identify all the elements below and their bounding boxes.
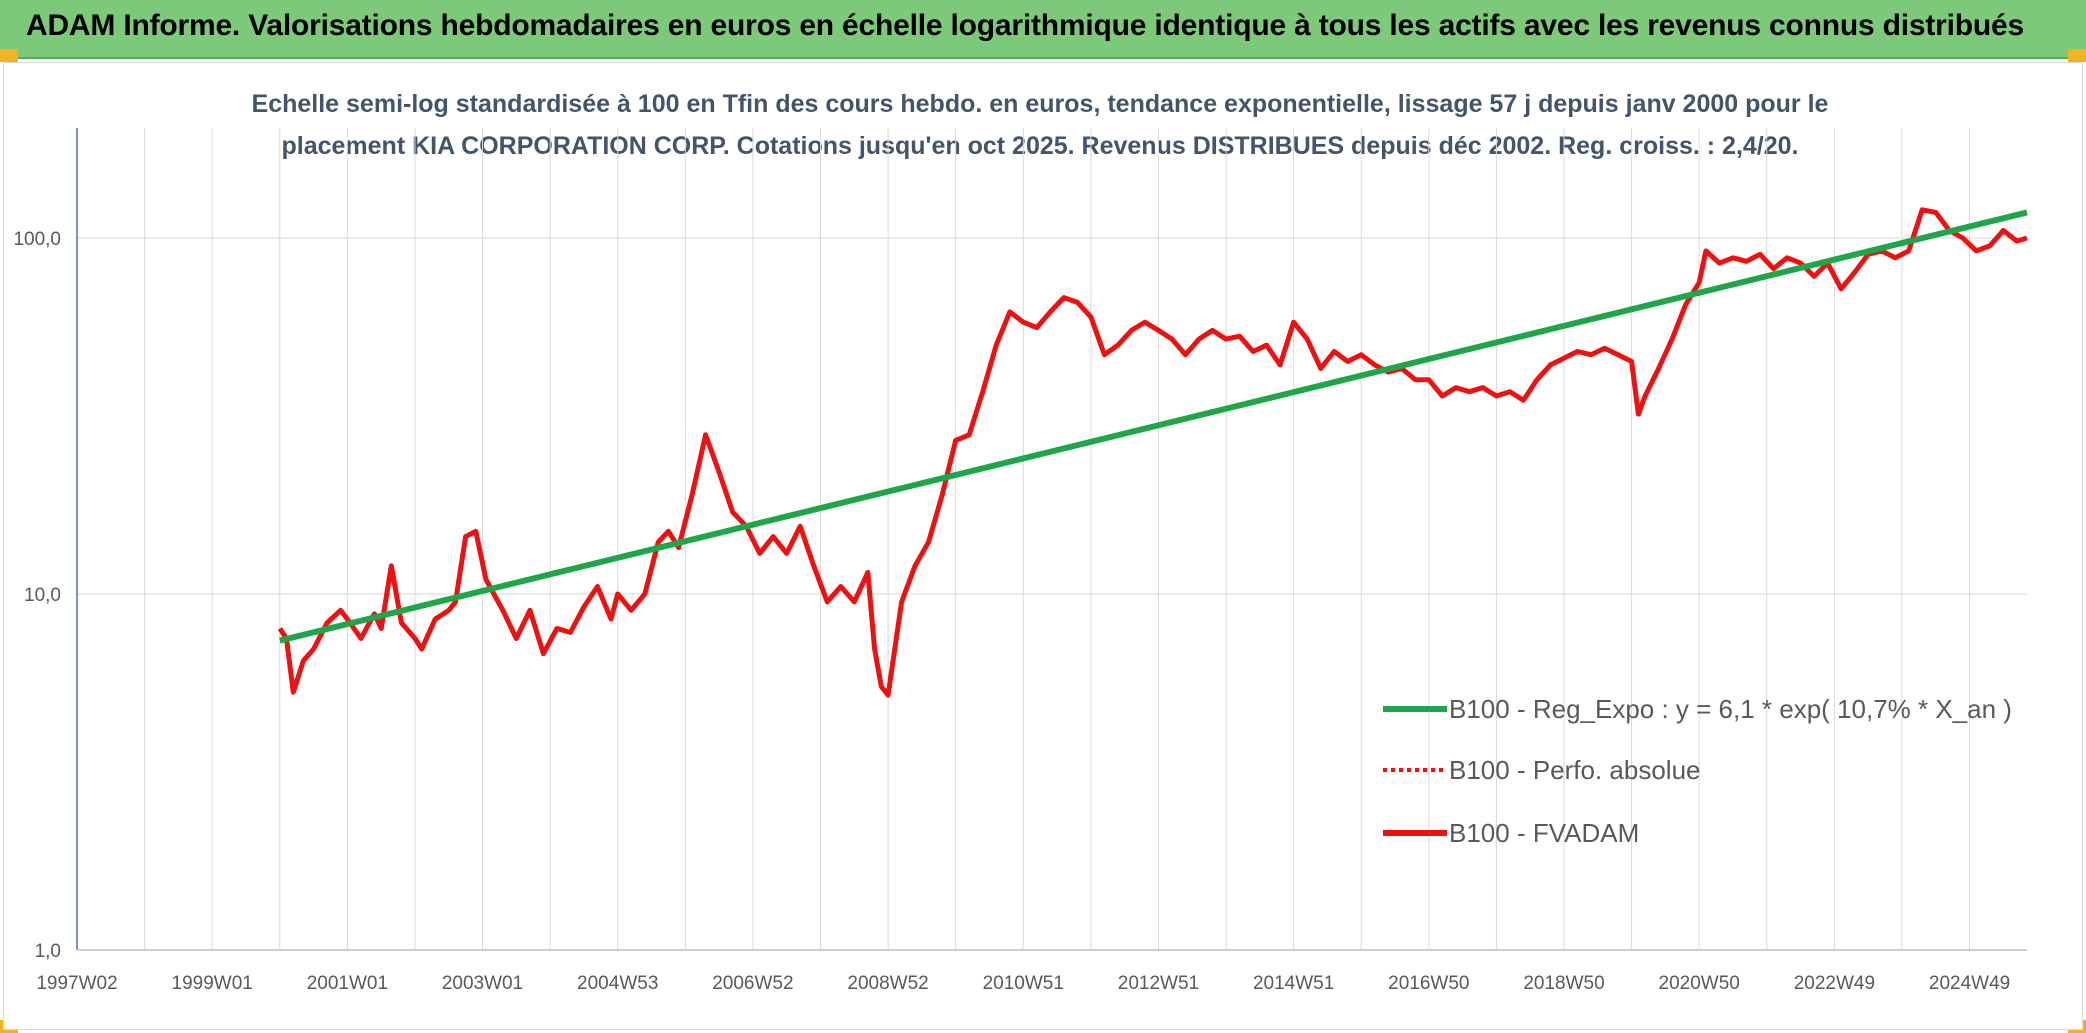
x-tick-label: 2014W51 xyxy=(1253,973,1334,994)
x-tick-label: 2020W50 xyxy=(1659,973,1740,994)
y-tick-label: 100,0 xyxy=(13,229,61,250)
report-banner: ADAM Informe. Valorisations hebdomadaire… xyxy=(0,0,2086,59)
x-tick-label: 2008W52 xyxy=(847,973,928,994)
legend-label: B100 - Reg_Expo : y = 6,1 * exp( 10,7% *… xyxy=(1449,694,2012,724)
x-tick-label: 1997W02 xyxy=(36,973,117,994)
x-tick-label: 2024W49 xyxy=(1929,973,2010,994)
x-tick-label: 2006W52 xyxy=(712,973,793,994)
x-tick-label: 2001W01 xyxy=(307,973,388,994)
x-tick-label: 2022W49 xyxy=(1794,973,1875,994)
legend-label: B100 - FVADAM xyxy=(1449,818,1639,848)
x-tick-label: 2018W50 xyxy=(1523,973,1604,994)
x-tick-label: 2010W51 xyxy=(983,973,1064,994)
report-title: ADAM Informe. Valorisations hebdomadaire… xyxy=(26,9,2024,42)
x-tick-label: 2004W53 xyxy=(577,973,658,994)
corner-mark-top-right xyxy=(2068,49,2086,62)
x-tick-label: 1999W01 xyxy=(172,973,253,994)
chart-title-line-1: Echelle semi-log standardisée à 100 en T… xyxy=(251,90,1829,118)
x-tick-label: 2016W50 xyxy=(1388,973,1469,994)
corner-mark-top-left xyxy=(0,49,18,62)
series-line-regression xyxy=(279,209,2028,644)
y-tick-label: 10,0 xyxy=(24,585,61,606)
x-tick-label: 2012W51 xyxy=(1118,973,1199,994)
y-tick-label: 1,0 xyxy=(35,941,61,962)
chart-area xyxy=(3,62,2083,1030)
legend-label: B100 - Perfo. absolue xyxy=(1449,755,1701,785)
series-line-fvadam xyxy=(277,207,2028,698)
chart-title-line-2: placement KIA CORPORATION CORP. Cotation… xyxy=(281,132,1799,160)
x-tick-label: 2003W01 xyxy=(442,973,523,994)
